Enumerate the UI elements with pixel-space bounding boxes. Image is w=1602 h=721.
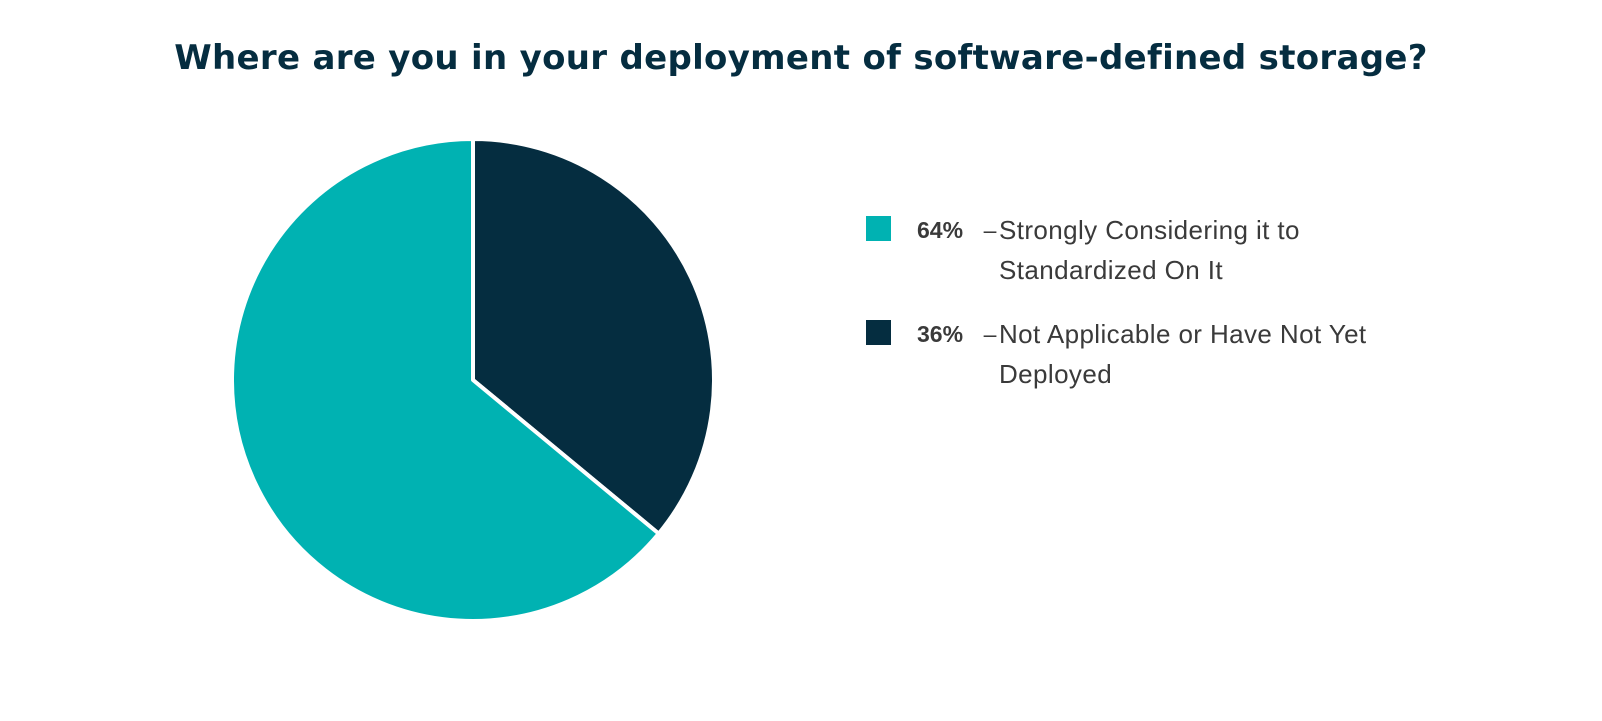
pie-slices: [230, 137, 716, 623]
legend-item: 64% – Strongly Considering it to Standar…: [866, 210, 1426, 290]
legend-swatch: [866, 216, 891, 241]
legend-label: Not Applicable or Have Not Yet Deployed: [999, 319, 1367, 389]
pie-slice-64-percent: [230, 137, 661, 623]
legend-separator: –: [983, 321, 997, 347]
legend-item: 36% – Not Applicable or Have Not Yet Dep…: [866, 314, 1426, 394]
pie-slice-36-percent: [471, 137, 716, 536]
legend: 64% – Strongly Considering it to Standar…: [866, 210, 1426, 418]
legend-separator: –: [983, 217, 997, 243]
legend-swatch: [866, 320, 891, 345]
legend-percent: 36%: [917, 321, 964, 347]
legend-percent: 64%: [917, 217, 964, 243]
chart-title: Where are you in your deployment of soft…: [174, 38, 1428, 78]
legend-label: Strongly Considering it to Standardized …: [999, 215, 1300, 285]
